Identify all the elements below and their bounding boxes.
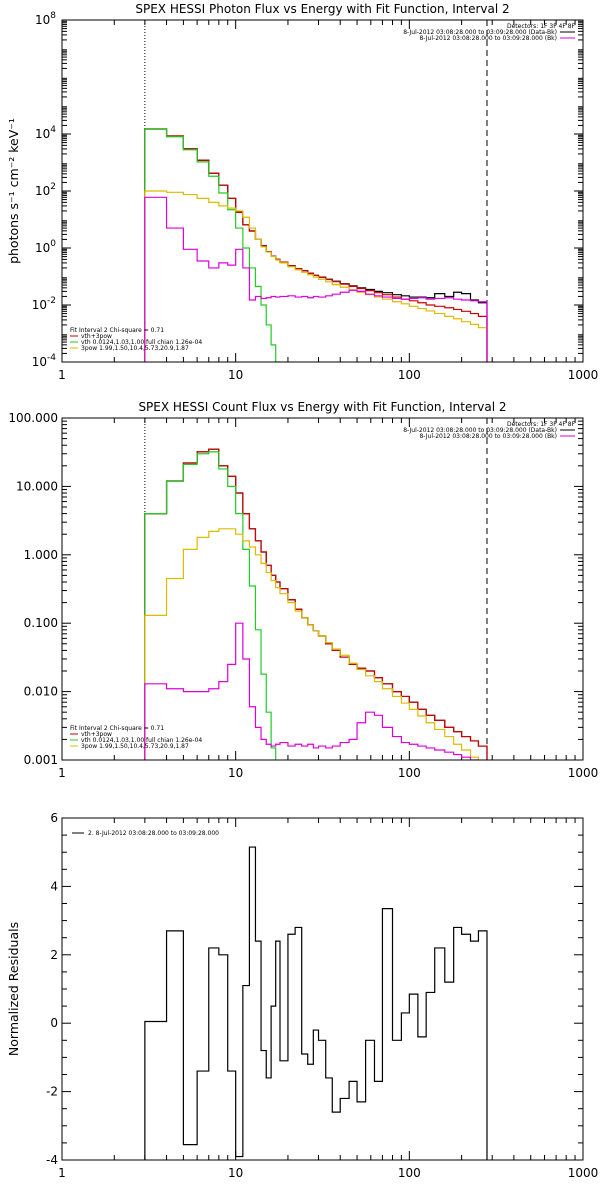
y-tick-label: 104 [35,125,56,141]
x-tick-label: 100 [398,1166,421,1180]
x-tick-label: 100 [398,368,421,382]
y-tick-label: 2 [50,948,58,962]
series-0-step-line [144,128,488,362]
y-tick-label: 6 [50,811,58,825]
y-tick-label: 10-4 [32,353,57,369]
legend-fit-line: vth 0.0124,1.03,1.00 full chian 1.26e-04 [81,339,202,346]
y-tick-exponent: 2 [50,182,56,192]
x-tick-label: 1000 [568,766,599,780]
chart-panel-2: SPEX HESSI Count Flux vs Energy with Fit… [8,400,599,780]
legend-fit-line: Fit Interval 2 Chi-square = 0.71 [70,327,164,334]
y-tick-exponent: 8 [50,11,56,21]
x-tick-label: 1000 [568,368,599,382]
y-tick-label: 1.000 [24,548,58,562]
series-group [144,448,488,760]
series-0-step-line [144,448,488,760]
y-tick-label: 0.100 [24,616,58,630]
x-tick-label: 1000 [568,1166,599,1180]
x-tick-label: 10 [228,1166,243,1180]
x-tick-label: 10 [228,368,243,382]
x-tick-label: 1 [58,766,66,780]
y-tick-exponent: 0 [50,239,56,249]
y-tick-label: 100 [35,239,56,255]
plot-frame [61,417,584,761]
plot-frame [61,19,584,363]
legend-top-line: 8-Jul-2012 03:08:28.000 to 03:09:28.000 … [403,427,557,434]
y-tick-label: 108 [35,11,56,27]
y-tick-exponent: -2 [47,296,56,306]
series-2-step-line [144,128,281,362]
x-tick-label: 1 [58,1166,66,1180]
x-tick-label: 10 [228,766,243,780]
series-4-step-line [144,622,480,760]
series-3-step-line [144,190,488,362]
series-group [144,846,488,1160]
legend-top-line: Detectors: 1F 3F 4F 8F [507,23,576,30]
legend-top-line: 8-Jul-2012 03:08:28.000 to 03:09:28.000 … [403,29,557,36]
y-tick-label: 102 [35,182,56,198]
chart-panel-3: 1 10 100 1000 -4 -2 0 2 4 6 Normalized Residuals 2.… [6,811,598,1180]
legend-fit-line: Fit Interval 2 Chi-square = 0.71 [70,725,164,732]
legend-fit-line: 3pow 1.99,1.50,10.4,5.73,20.9,1.87 [81,743,189,750]
chart-panel-1: SPEX HESSI Photon Flux vs Energy with Fi… [6,2,599,382]
series-3-step-line [144,528,480,760]
y-tick-base: 10 [35,13,50,27]
series-1-step-line [144,128,488,362]
y-tick-label: 100.000 [8,411,58,425]
series-2-step-line [144,451,277,760]
series-group [144,128,488,362]
chart-title: SPEX HESSI Photon Flux vs Energy with Fi… [135,2,509,16]
y-tick-base: 10 [35,241,50,255]
legend-entry: 2. 8-Jul-2012 03:08:28.000 to 03:09:28.0… [88,830,219,837]
y-axis-label: Normalized Residuals [6,922,21,1056]
y-tick-label: -4 [46,1153,58,1167]
y-tick-base: 10 [32,355,47,369]
y-axis-label: photons s⁻¹ cm⁻² keV⁻¹ [6,118,21,264]
plot-frame [61,817,584,1161]
legend-fit-line: vth 0.0124,1.03,1.00 full chian 1.26e-04 [81,737,202,744]
legend-fit-line: 3pow 1.99,1.50,10.4,5.73,20.9,1.87 [81,345,189,352]
y-tick-label: 4 [50,879,58,893]
y-tick-label: 10-2 [32,296,56,312]
y-tick-base: 10 [35,184,50,198]
y-tick-label: 0.010 [24,685,58,699]
legend-fit-line: vth+3pow [81,731,112,738]
y-tick-base: 10 [35,127,50,141]
legend-fit-line: vth+3pow [81,333,112,340]
x-tick-label: 100 [398,766,421,780]
legend-top-line: 8-Jul-2012 03:08:28.000 to 03:09:28.000 … [419,35,557,42]
y-tick-label: 0.001 [24,753,58,767]
legend-top-line: 8-Jul-2012 03:08:28.000 to 03:09:28.000 … [419,433,557,440]
y-tick-base: 10 [32,298,47,312]
y-tick-exponent: 4 [50,125,56,135]
y-tick-label: 10.000 [16,479,58,493]
series-1-step-line [144,448,488,760]
y-tick-label: -2 [46,1085,58,1099]
series-4-step-line [144,196,488,362]
y-tick-label: 0 [50,1016,58,1030]
x-tick-label: 1 [58,368,66,382]
legend-top-line: Detectors: 1F 3F 4F 8F [507,421,576,428]
series-0-step-line [144,846,488,1160]
y-tick-exponent: -4 [47,353,56,363]
chart-title: SPEX HESSI Count Flux vs Energy with Fit… [138,400,506,414]
